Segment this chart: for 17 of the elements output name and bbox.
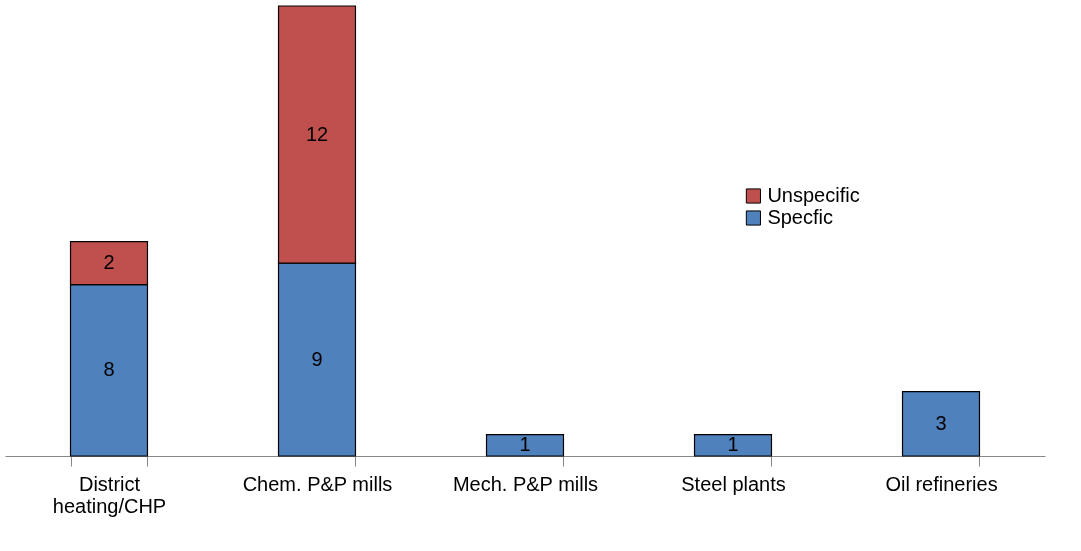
data-label: 2 <box>103 251 115 274</box>
data-label: 1 <box>519 433 531 456</box>
bar <box>693 433 773 457</box>
x-tick-label: District heating/CHP <box>52 472 167 517</box>
x-tick-label: Mech. P&P mills <box>452 472 599 495</box>
data-label: 3 <box>935 411 947 434</box>
data-label: 9 <box>311 347 323 370</box>
legend-label: Unspecific <box>767 184 860 206</box>
bar <box>901 391 981 457</box>
data-label: 8 <box>103 358 115 381</box>
bar <box>485 433 565 457</box>
x-tick-label: Oil refineries <box>885 472 998 495</box>
x-tick-label: Chem. P&P mills <box>242 472 393 495</box>
data-label: 1 <box>727 433 739 456</box>
legend-label: Specfic <box>767 206 833 228</box>
data-label: 12 <box>305 122 329 145</box>
x-tick-label: Steel plants <box>681 472 786 495</box>
